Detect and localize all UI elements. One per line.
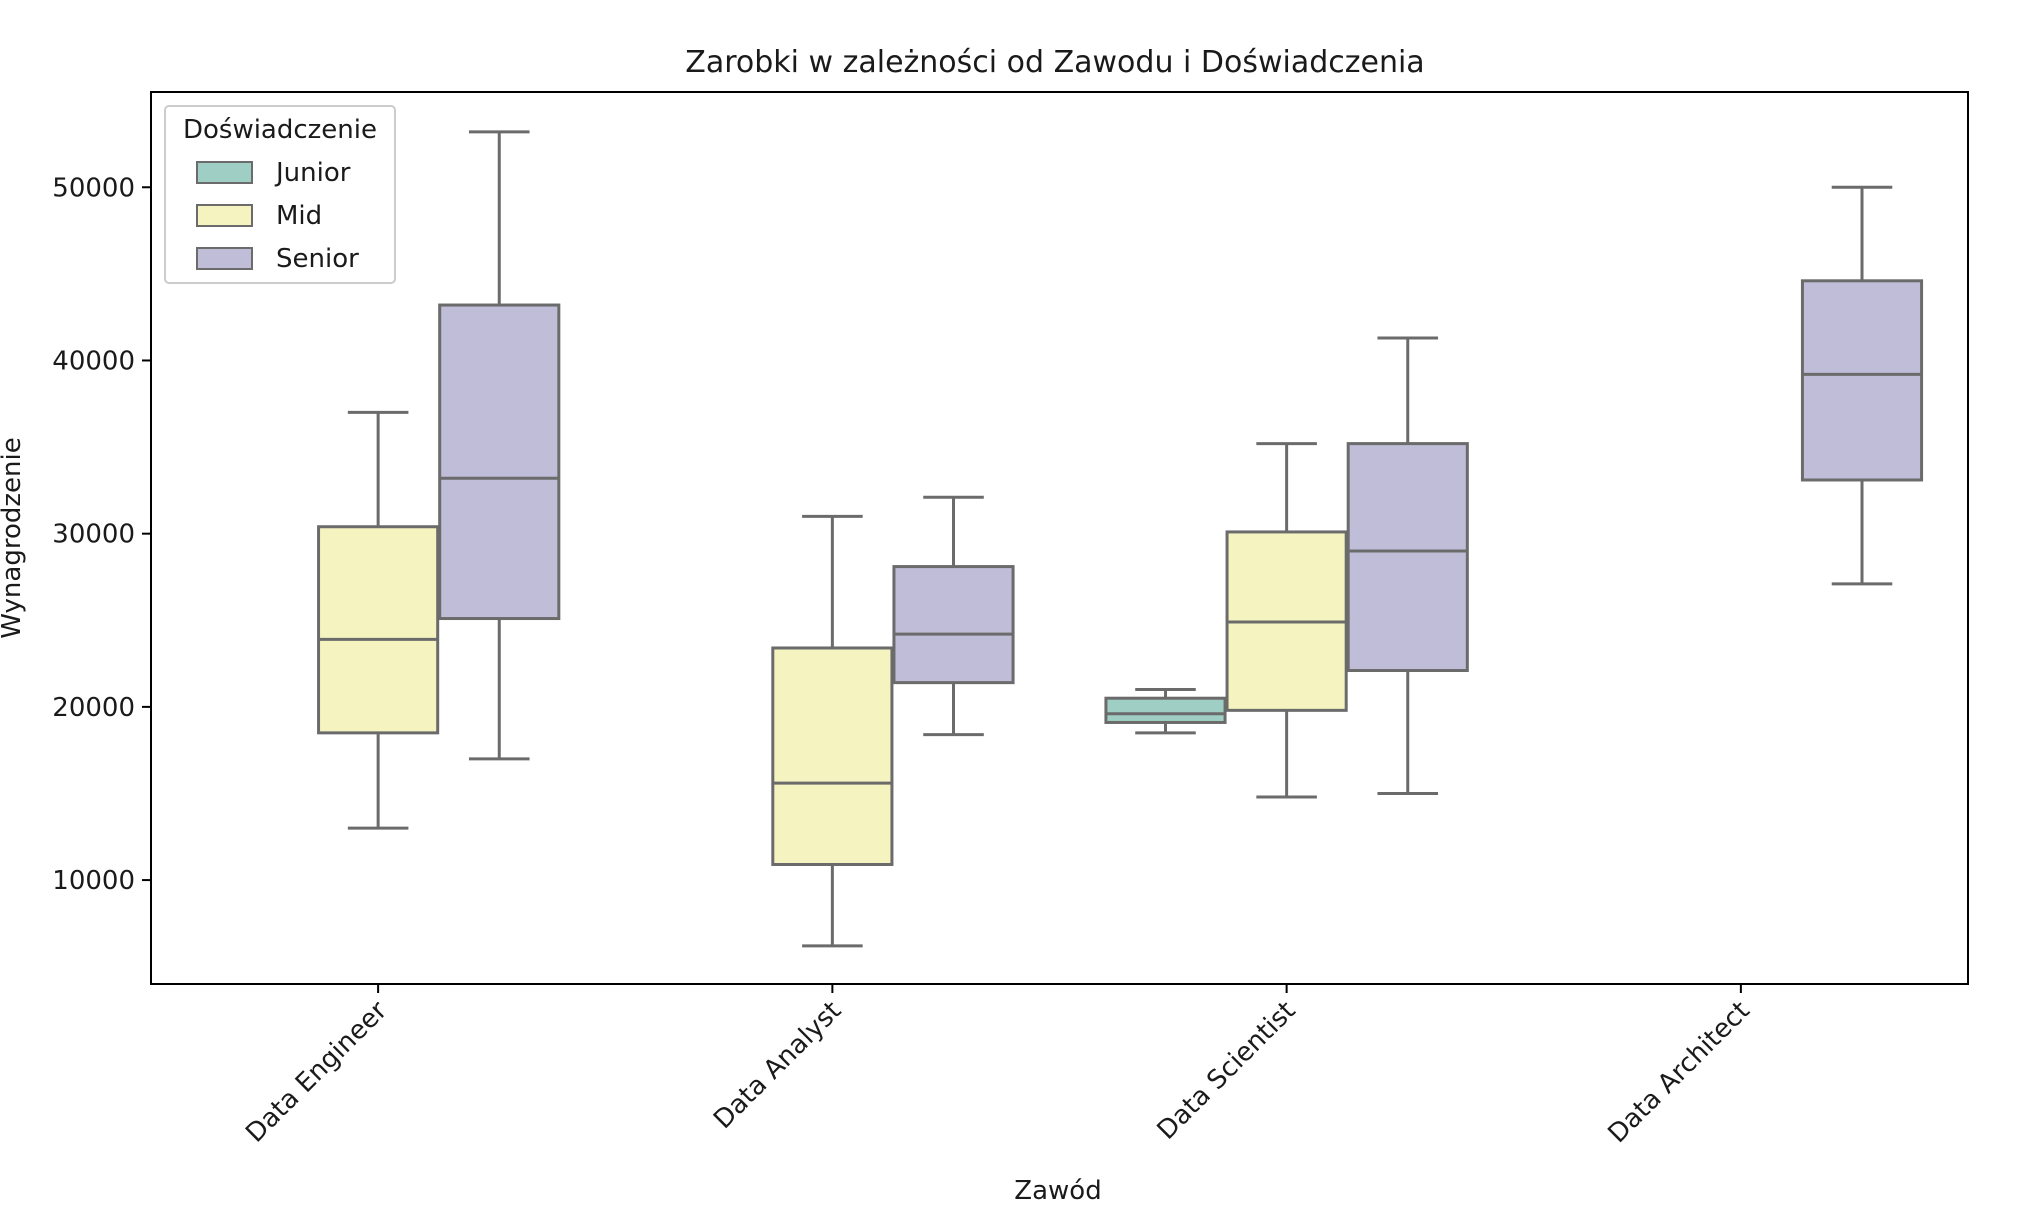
x-tick-label: Data Analyst <box>708 996 847 1135</box>
y-axis: 10000 20000 30000 40000 50000 <box>52 173 151 896</box>
boxes <box>317 130 1924 948</box>
x-tick-label: Data Architect <box>1602 996 1755 1149</box>
box-mid-2 <box>1225 442 1348 799</box>
box-body <box>771 646 894 866</box>
box-body <box>1346 442 1469 673</box>
y-tick-label: 20000 <box>52 693 135 723</box>
y-tick-label: 10000 <box>52 866 135 896</box>
chart-title: Zarobki w zależności od Zawodu i Doświad… <box>685 45 1424 80</box>
plot-frame <box>150 91 1969 985</box>
y-tick-label: 30000 <box>52 520 135 550</box>
box-body <box>1800 279 1924 482</box>
box-body <box>438 303 561 621</box>
x-axis: Data Engineer Data Analyst Data Scientist D… <box>240 984 1756 1149</box>
box-mid-1 <box>771 514 894 948</box>
box-senior-2 <box>1346 336 1469 795</box>
legend-title: Doświadczenie <box>183 115 377 145</box>
box-senior-1 <box>892 495 1015 737</box>
y-tick-label: 50000 <box>52 173 135 203</box>
legend-swatch-senior <box>196 247 253 270</box>
box-senior-3 <box>1800 185 1924 586</box>
box-senior-0 <box>438 130 561 761</box>
legend: Doświadczenie Junior Mid Senior <box>164 105 396 284</box>
legend-swatch-mid <box>196 204 253 227</box>
legend-label-senior: Senior <box>276 244 359 274</box>
legend-label-mid: Mid <box>276 201 322 231</box>
x-axis-label: Zawód <box>1014 1176 1101 1206</box>
box-body <box>317 525 440 735</box>
legend-label-junior: Junior <box>274 158 351 188</box>
box-body <box>1104 696 1227 724</box>
box-junior-2 <box>1104 688 1227 735</box>
x-tick-label: Data Engineer <box>240 996 393 1149</box>
box-body <box>892 565 1015 685</box>
legend-swatch-junior <box>196 161 253 184</box>
y-axis-label: Wynagrodzenie <box>0 437 27 638</box>
legend-frame <box>164 105 396 284</box>
x-tick-label: Data Scientist <box>1152 996 1302 1146</box>
box-mid-0 <box>317 410 440 830</box>
y-tick-label: 40000 <box>52 346 135 376</box>
